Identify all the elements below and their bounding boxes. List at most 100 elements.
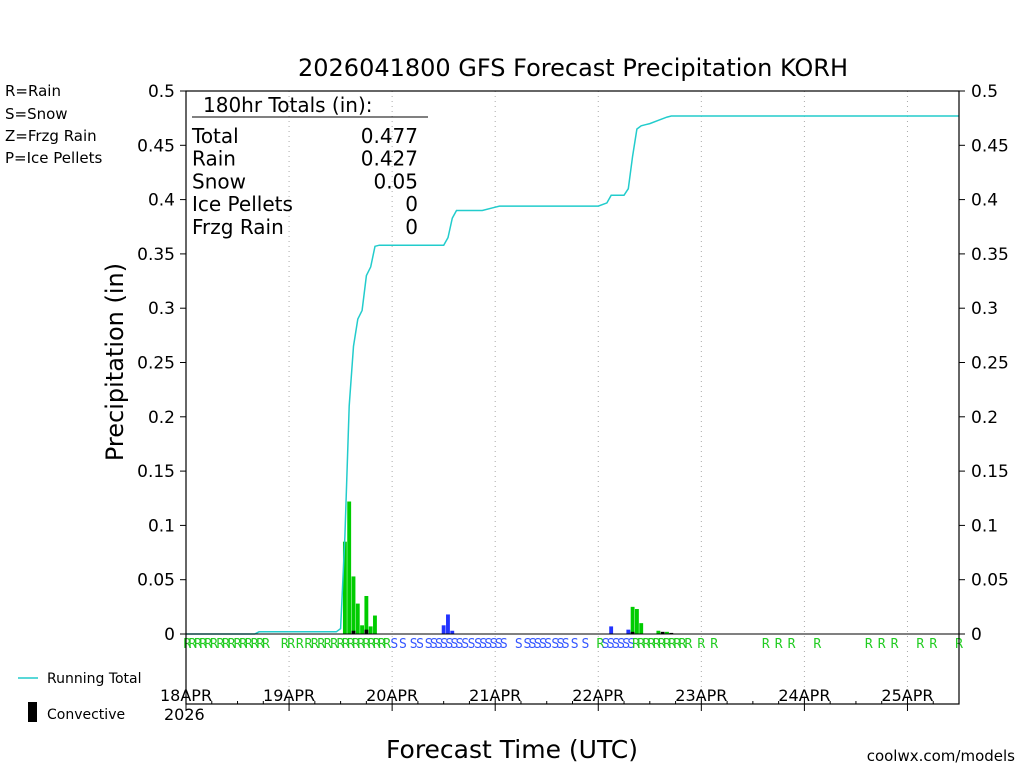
y-tick-label-left-0: 0 — [164, 625, 175, 645]
ptype-mark-65: S — [607, 637, 615, 652]
running-total-label: Running Total — [47, 671, 142, 687]
ptype-mark-13: R — [256, 637, 264, 652]
ptype-mark-19: R — [311, 637, 319, 652]
ptype-mark-83: R — [762, 637, 770, 652]
totals-row-label-4: Frzg Rain — [192, 215, 284, 239]
totals-header: 180hr Totals (in): — [203, 93, 373, 117]
ptype-mark-25: R — [347, 637, 355, 652]
y-tick-label-left-1: 0.05 — [137, 571, 175, 591]
y-tick-label-right-6: 0.3 — [971, 299, 998, 319]
bottom-legend: Running Total Convective — [18, 671, 142, 723]
ptype-mark-66: S — [612, 637, 620, 652]
convective-bars — [351, 629, 674, 634]
precip-bar-12 — [626, 629, 631, 634]
totals-row-value-4: 0 — [405, 215, 418, 239]
ptype-mark-45: S — [468, 637, 476, 652]
y-tick-label-right-4: 0.2 — [971, 408, 998, 428]
ptype-mark-32: R — [383, 637, 391, 652]
x-tick-label-7: 25APR — [881, 686, 933, 705]
ptype-mark-77: R — [668, 637, 676, 652]
precip-bar-3 — [355, 603, 360, 634]
ptype-mark-60: S — [562, 637, 570, 652]
ptype-mark-84: R — [775, 637, 783, 652]
totals-box: 180hr Totals (in): Total 0.477 Rain 0.427 Sn… — [191, 93, 428, 239]
x-tick-label-5: 23APR — [675, 686, 727, 705]
ptype-mark-85: R — [788, 637, 796, 652]
ptype-mark-36: S — [416, 637, 424, 652]
ptype-mark-18: R — [304, 637, 312, 652]
ptype-mark-74: R — [653, 637, 661, 652]
ptype-mark-67: S — [617, 637, 625, 652]
ptype-mark-24: R — [342, 637, 350, 652]
totals-row-label-0: Total — [191, 124, 239, 148]
precip-bar-7 — [373, 615, 377, 634]
ptype-mark-54: S — [529, 637, 537, 652]
ptype-mark-87: R — [865, 637, 873, 652]
convective-bar-0 — [351, 630, 356, 634]
legend-rain: R=Rain — [5, 82, 61, 100]
ptype-mark-76: R — [663, 637, 671, 652]
y-axis-label: Precipitation (in) — [101, 263, 129, 461]
ptype-mark-73: R — [648, 637, 656, 652]
running-total-line — [186, 115, 959, 635]
ptype-mark-55: S — [534, 637, 542, 652]
ptype-mark-71: R — [637, 637, 645, 652]
ptype-mark-90: R — [916, 637, 924, 652]
ptype-mark-68: S — [622, 637, 630, 652]
ptype-mark-31: R — [378, 637, 386, 652]
y-tick-label-right-3: 0.15 — [971, 462, 1009, 482]
ptype-mark-14: R — [262, 637, 270, 652]
legend-snow: S=Snow — [5, 105, 68, 123]
x-tick-label-1: 19APR — [263, 686, 315, 705]
y-tick-label-left-4: 0.2 — [148, 408, 175, 428]
ptype-mark-22: R — [330, 637, 338, 652]
x-tick-label-0: 18APR — [160, 686, 212, 705]
chart-title: 2026041800 GFS Forecast Precipitation KO… — [298, 54, 848, 82]
ptype-mark-5: R — [210, 637, 218, 652]
precip-bar-14 — [634, 609, 639, 634]
precip-bar-9 — [446, 614, 450, 634]
ptype-mark-29: R — [368, 637, 376, 652]
ptype-mark-37: S — [425, 637, 433, 652]
precip-bar-6 — [368, 626, 373, 634]
ptype-mark-35: S — [410, 637, 418, 652]
y-axis: 0 00.05 0.050.1 0.10.15 0.150.2 0.20.25 0.250.… — [137, 82, 1009, 645]
y-tick-label-left-5: 0.25 — [137, 354, 175, 374]
credit-text: coolwx.com/models — [867, 747, 1015, 765]
ptype-mark-42: S — [450, 637, 458, 652]
ptype-mark-79: R — [679, 637, 687, 652]
y-tick-label-right-5: 0.25 — [971, 354, 1009, 374]
ptype-mark-82: R — [710, 637, 718, 652]
ptype-mark-51: S — [500, 637, 508, 652]
ptype-mark-20: R — [317, 637, 325, 652]
precip-bar-10 — [450, 630, 455, 634]
y-tick-label-right-2: 0.1 — [971, 516, 998, 536]
ptype-mark-61: S — [571, 637, 579, 652]
ptype-mark-30: R — [373, 637, 381, 652]
ptype-mark-46: S — [474, 637, 482, 652]
ptype-mark-41: S — [445, 637, 453, 652]
ptype-mark-9: R — [234, 637, 242, 652]
ptype-mark-6: R — [216, 637, 224, 652]
ptype-mark-3: R — [199, 637, 207, 652]
ptype-mark-21: R — [324, 637, 332, 652]
precip-bar-5 — [364, 595, 369, 634]
ptype-mark-38: S — [430, 637, 438, 652]
ptype-mark-0: R — [183, 637, 191, 652]
ptype-mark-62: S — [581, 637, 589, 652]
legend: R=Rain S=Snow Z=Frzg Rain P=Ice Pellets — [5, 82, 102, 167]
ptype-mark-10: R — [239, 637, 247, 652]
y-tick-label-right-10: 0.5 — [971, 82, 998, 102]
ptype-mark-44: S — [461, 637, 469, 652]
ptype-mark-7: R — [222, 637, 230, 652]
precip-bar-11 — [609, 626, 614, 634]
ptype-mark-2: R — [194, 637, 202, 652]
ptype-mark-52: S — [515, 637, 523, 652]
precip-bar-0 — [342, 541, 347, 634]
y-tick-label-left-6: 0.3 — [148, 299, 175, 319]
y-tick-label-left-7: 0.35 — [137, 245, 175, 265]
y-tick-label-right-0: 0 — [971, 625, 982, 645]
precip-bar-13 — [630, 606, 635, 634]
